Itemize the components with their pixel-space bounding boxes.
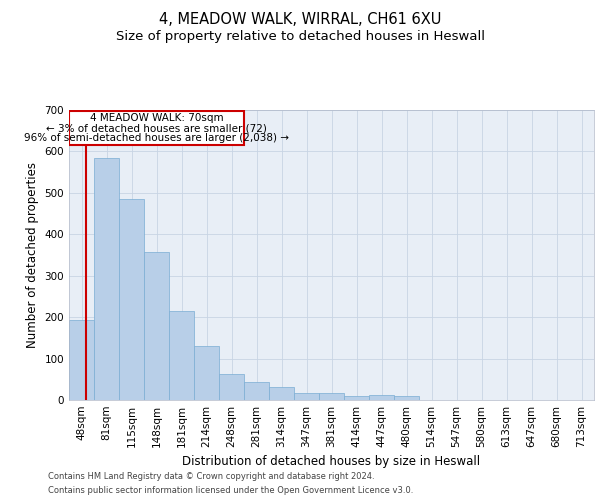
Text: 96% of semi-detached houses are larger (2,038) →: 96% of semi-detached houses are larger (… bbox=[24, 132, 289, 142]
Bar bbox=[119, 199, 144, 400]
Text: 4, MEADOW WALK, WIRRAL, CH61 6XU: 4, MEADOW WALK, WIRRAL, CH61 6XU bbox=[159, 12, 441, 28]
Text: Contains public sector information licensed under the Open Government Licence v3: Contains public sector information licen… bbox=[48, 486, 413, 495]
Text: ← 3% of detached houses are smaller (72): ← 3% of detached houses are smaller (72) bbox=[46, 123, 267, 133]
Text: Size of property relative to detached houses in Heswall: Size of property relative to detached ho… bbox=[115, 30, 485, 43]
Bar bbox=[369, 396, 394, 400]
Y-axis label: Number of detached properties: Number of detached properties bbox=[26, 162, 39, 348]
Bar bbox=[169, 311, 194, 400]
X-axis label: Distribution of detached houses by size in Heswall: Distribution of detached houses by size … bbox=[182, 456, 481, 468]
Bar bbox=[319, 393, 344, 400]
Bar bbox=[244, 382, 269, 400]
Bar bbox=[344, 396, 369, 400]
Bar bbox=[219, 374, 244, 400]
Bar bbox=[69, 111, 244, 145]
Bar bbox=[144, 252, 169, 400]
Text: 4 MEADOW WALK: 70sqm: 4 MEADOW WALK: 70sqm bbox=[89, 114, 223, 124]
Bar bbox=[194, 346, 219, 400]
Bar bbox=[69, 320, 94, 400]
Bar bbox=[94, 158, 119, 400]
Text: Contains HM Land Registry data © Crown copyright and database right 2024.: Contains HM Land Registry data © Crown c… bbox=[48, 472, 374, 481]
Bar bbox=[394, 396, 419, 400]
Bar bbox=[294, 393, 319, 400]
Bar bbox=[269, 386, 294, 400]
